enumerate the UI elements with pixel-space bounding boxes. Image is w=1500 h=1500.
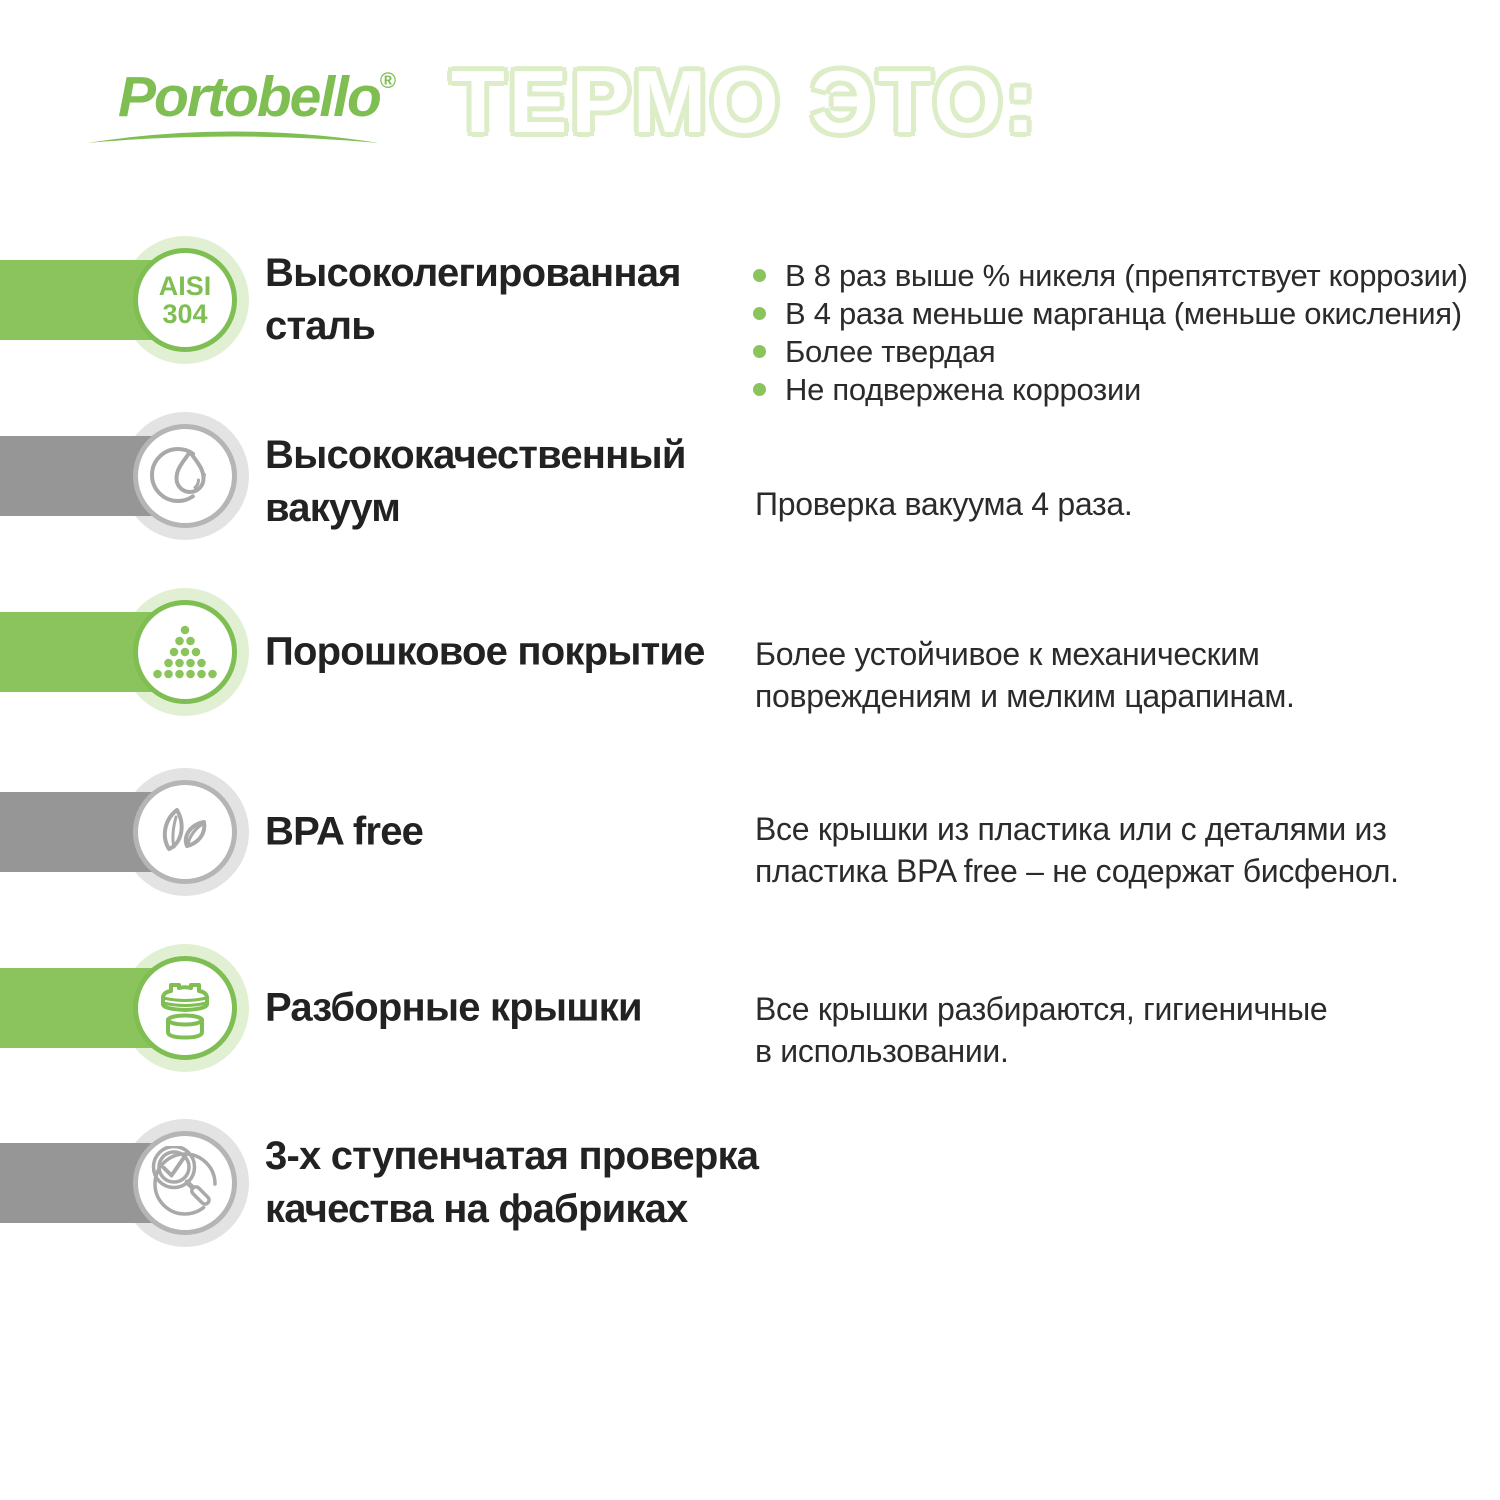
badge-circle: [133, 956, 237, 1060]
feature-title-quality: 3-х ступенчатая проверка качества на фаб…: [265, 1134, 759, 1231]
badge-circle: [133, 424, 237, 528]
badge-circle: [133, 1131, 237, 1235]
feature-title-steel: Высоколегированная сталь: [265, 251, 682, 348]
powder-dots-icon: [153, 625, 217, 679]
bullet-dot: [753, 345, 766, 358]
steel-bullet-list: В 8 раз выше % никеля (препятствует корр…: [753, 257, 1500, 409]
bpa-description: Все крышки из пластика или с деталями из…: [755, 811, 1399, 889]
magnifier-check-icon: [151, 1146, 217, 1216]
lids-description: Все крышки разбираются, гигиеничные в ис…: [755, 991, 1328, 1069]
feature-title-powder: Порошковое покрытие: [265, 629, 705, 674]
logo-swoosh: [87, 131, 379, 143]
logo-wordmark: Portobello®: [118, 64, 418, 130]
bullet-dot: [753, 307, 766, 320]
feature-title-lids: Разборные крышки: [265, 985, 643, 1030]
leaf-icon: [162, 808, 207, 851]
powder-description: Более устойчивое к механическим поврежде…: [755, 636, 1295, 714]
badge-circle: [133, 600, 237, 704]
lid-parts-icon: [161, 983, 209, 1040]
list-item: В 8 раз выше % никеля (препятствует корр…: [753, 257, 1500, 295]
vacuum-description: Проверка вакуума 4 раза.: [755, 486, 1133, 522]
feature-title-vacuum: Высококачественный вакуум: [265, 433, 686, 530]
bullet-dot: [753, 383, 766, 396]
feature-title-bpa: BPA free: [265, 809, 424, 854]
registered-mark: ®: [379, 68, 397, 93]
aisi-304-label: AISI 304: [158, 271, 212, 329]
logo-text: Portobello: [118, 65, 382, 129]
page-title: ТЕРМО ЭТО:: [449, 50, 1040, 153]
list-item: В 4 раза меньше марганца (меньше окислен…: [753, 295, 1500, 333]
aisi-304-badge: AISI 304: [133, 248, 237, 352]
badge-circle: [133, 780, 237, 884]
bullet-dot: [753, 269, 766, 282]
portobello-logo: Portobello®: [87, 64, 418, 143]
water-drop-icon: [150, 447, 206, 503]
list-item: Не подвержена коррозии: [753, 371, 1500, 409]
list-item: Более твердая: [753, 333, 1500, 371]
